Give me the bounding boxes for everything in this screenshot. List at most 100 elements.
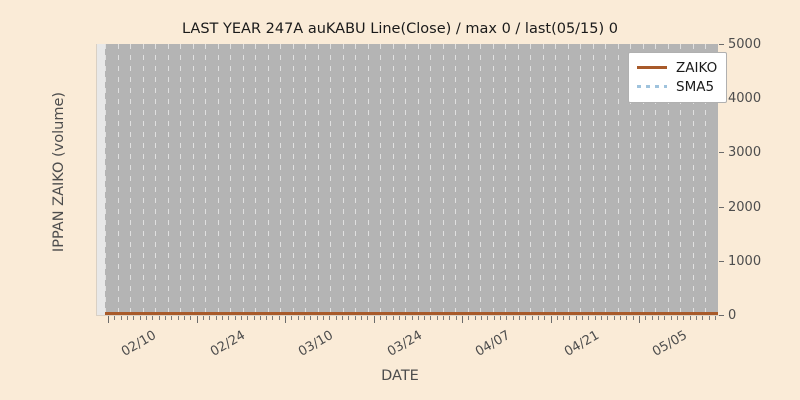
- x-axis-tick-mark-minor: [171, 316, 172, 320]
- series-layer: [105, 44, 718, 315]
- gridline-vertical: [555, 44, 557, 315]
- x-axis-tick-mark-major: [639, 316, 640, 323]
- x-axis-tick-mark-minor: [487, 316, 488, 320]
- gridline-vertical: [392, 44, 394, 315]
- x-axis-tick-mark-minor: [184, 316, 185, 320]
- gridline-vertical: [105, 44, 106, 315]
- gridline-vertical: [630, 44, 632, 315]
- gridline-vertical: [205, 44, 207, 315]
- x-axis-tick-mark-minor: [424, 316, 425, 320]
- x-axis-tick-mark-minor: [532, 316, 533, 320]
- x-axis-tick-mark-minor: [146, 316, 147, 320]
- x-axis-tick-mark-minor: [304, 316, 305, 320]
- x-axis-tick-mark-minor: [329, 316, 330, 320]
- x-axis-tick-mark-minor: [443, 316, 444, 320]
- x-axis-tick-mark-minor: [588, 316, 589, 320]
- x-axis-tick-mark-minor: [506, 316, 507, 320]
- x-axis-tick-label: 02/10: [119, 328, 159, 360]
- gridline-vertical: [355, 44, 357, 315]
- x-axis-tick-mark-minor: [291, 316, 292, 320]
- gridline-vertical: [380, 44, 382, 315]
- x-axis-tick-mark-minor: [336, 316, 337, 320]
- x-axis-tick-mark-minor: [228, 316, 229, 320]
- gridline-vertical: [642, 44, 644, 315]
- x-axis-tick-mark-minor: [664, 316, 665, 320]
- x-axis-tick-mark-minor: [582, 316, 583, 320]
- gridline-vertical: [480, 44, 482, 315]
- x-axis-tick-mark-minor: [525, 316, 526, 320]
- gridline-vertical: [267, 44, 269, 315]
- x-axis-tick-mark-minor: [342, 316, 343, 320]
- gridline-vertical: [180, 44, 182, 315]
- gridline-vertical: [142, 44, 144, 315]
- gridline-vertical: [605, 44, 607, 315]
- x-axis-tick-mark-minor: [645, 316, 646, 320]
- gridline-vertical: [505, 44, 507, 315]
- x-axis-tick-mark-minor: [601, 316, 602, 320]
- gridline-vertical: [442, 44, 444, 315]
- x-axis-tick-mark-minor: [614, 316, 615, 320]
- gridline-vertical: [530, 44, 532, 315]
- x-axis-tick-mark-minor: [696, 316, 697, 320]
- gridline-vertical: [617, 44, 619, 315]
- x-axis-tick-mark-minor: [298, 316, 299, 320]
- y-axis-tick-label: 4000: [728, 91, 762, 107]
- chart-legend: ZAIKO SMA5: [628, 52, 728, 103]
- x-axis-tick-label: 03/10: [296, 328, 336, 360]
- x-axis-tick-mark-minor: [519, 316, 520, 320]
- x-axis-tick-label: 05/05: [650, 328, 690, 360]
- x-axis-tick-mark-minor: [500, 316, 501, 320]
- y-axis-tick-label: 5000: [728, 37, 762, 52]
- x-axis-tick-mark-minor: [513, 316, 514, 320]
- x-axis-tick-mark-minor: [702, 316, 703, 320]
- x-axis-tick-mark-minor: [140, 316, 141, 320]
- gridline-vertical: [705, 44, 707, 315]
- y-axis-tick-mark: [719, 206, 724, 208]
- x-axis-tick-mark-minor: [380, 316, 381, 320]
- x-axis-tick-mark-minor: [260, 316, 261, 320]
- gridline-vertical: [230, 44, 232, 315]
- x-axis-tick-mark-minor: [127, 316, 128, 320]
- x-axis-tick-mark-minor: [209, 316, 210, 320]
- gridline-vertical: [192, 44, 194, 315]
- gridline-vertical: [342, 44, 344, 315]
- x-axis-tick-mark-minor: [430, 316, 431, 320]
- gridline-vertical: [580, 44, 582, 315]
- x-axis-tick-label: 04/21: [562, 328, 602, 360]
- x-axis-tick-mark-minor: [121, 316, 122, 320]
- x-axis-tick-mark-minor: [683, 316, 684, 320]
- y-axis-tick-label: 3000: [728, 145, 762, 161]
- x-axis-tick-mark-minor: [456, 316, 457, 320]
- x-axis-tick-mark-minor: [658, 316, 659, 320]
- x-axis-tick-mark-minor: [475, 316, 476, 320]
- x-axis-tick-mark-minor: [449, 316, 450, 320]
- x-axis-tick-mark-minor: [715, 316, 716, 320]
- x-axis-tick-mark-minor: [222, 316, 223, 320]
- x-axis-tick-mark-minor: [266, 316, 267, 320]
- x-axis-tick-mark-minor: [216, 316, 217, 320]
- legend-entry-sma5[interactable]: SMA5: [637, 77, 717, 96]
- legend-entry-zaiko[interactable]: ZAIKO: [637, 58, 717, 77]
- x-axis-tick-mark-major: [551, 316, 552, 323]
- x-axis-tick-mark-minor: [310, 316, 311, 320]
- gridline-vertical: [280, 44, 282, 315]
- gridline-vertical: [255, 44, 257, 315]
- x-axis-tick-mark-minor: [595, 316, 596, 320]
- gridline-vertical: [155, 44, 157, 315]
- x-axis-tick-mark-minor: [652, 316, 653, 320]
- x-axis-tick-mark-minor: [418, 316, 419, 320]
- series-line-zaiko: [105, 312, 718, 315]
- gridline-vertical: [330, 44, 332, 315]
- x-axis-tick-mark-minor: [468, 316, 469, 320]
- gridline-vertical: [592, 44, 594, 315]
- x-axis-tick-label: 04/07: [473, 328, 513, 360]
- gridline-vertical: [292, 44, 294, 315]
- gridline-vertical: [167, 44, 169, 315]
- x-axis-tick-mark-minor: [203, 316, 204, 320]
- x-axis-tick-mark-minor: [323, 316, 324, 320]
- gridline-vertical: [567, 44, 569, 315]
- gridline-vertical: [305, 44, 307, 315]
- y-axis-tick-label: 2000: [728, 199, 762, 215]
- x-axis-tick-mark-minor: [544, 316, 545, 320]
- gridline-vertical: [542, 44, 544, 315]
